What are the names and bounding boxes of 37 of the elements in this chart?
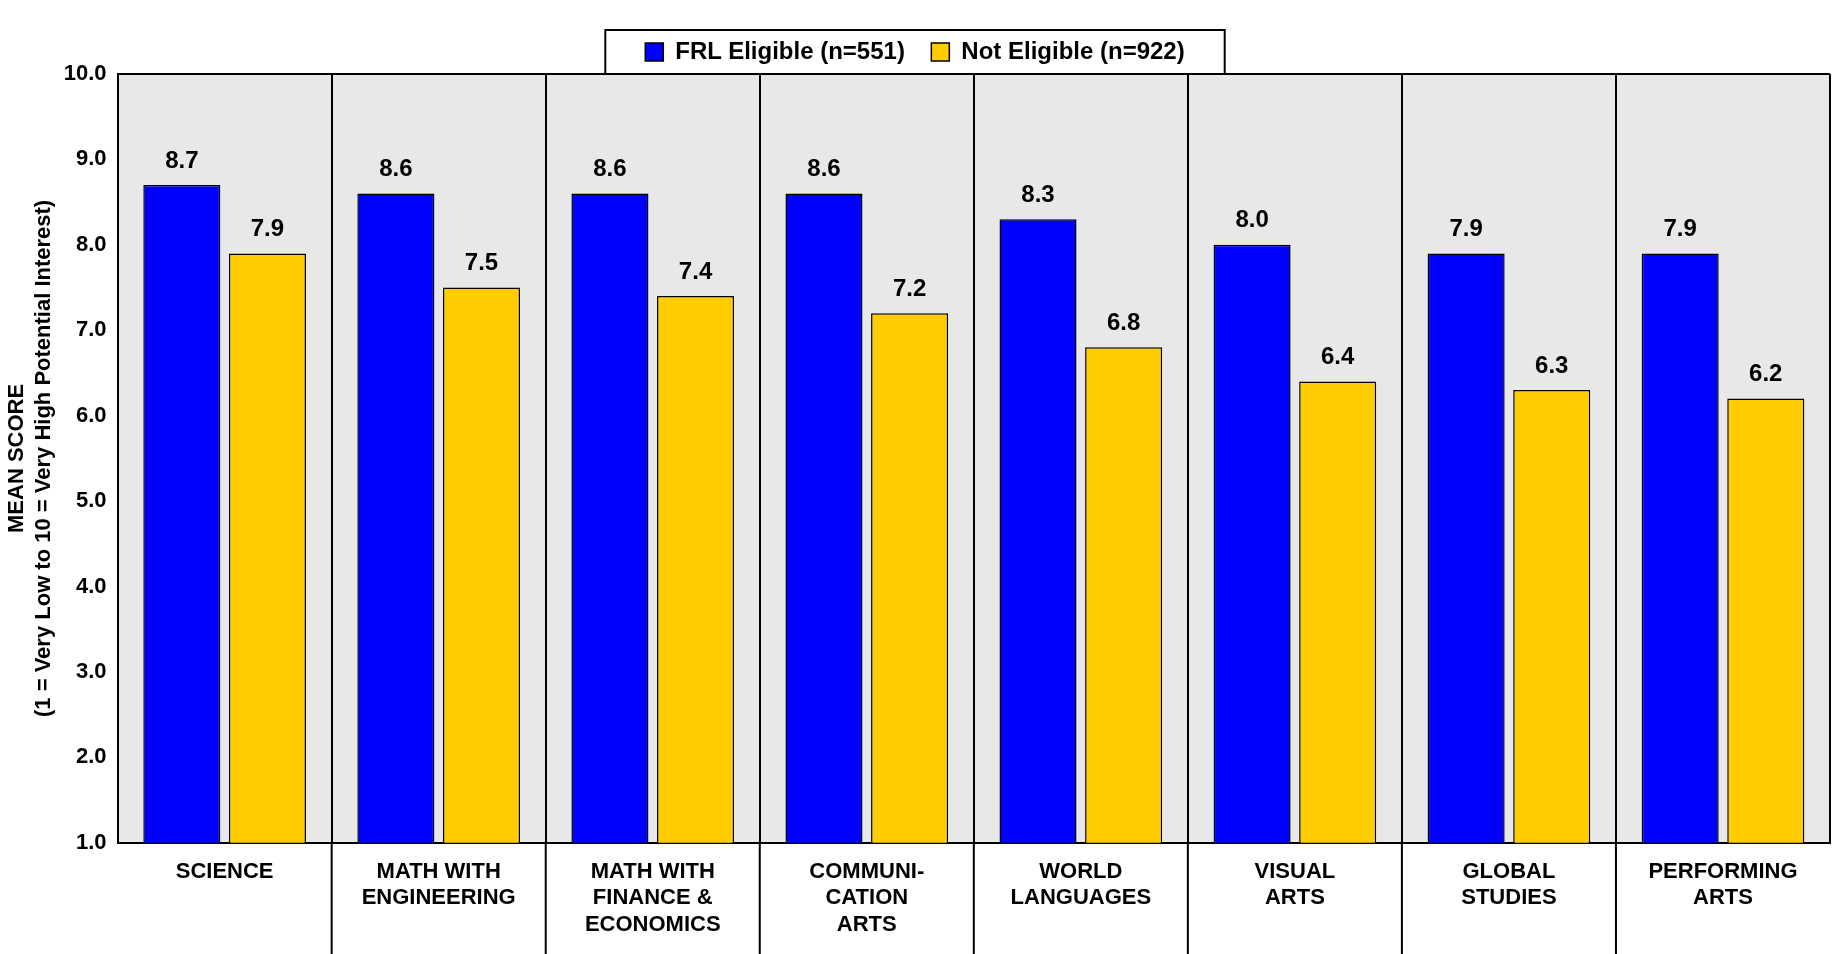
x-tick-label: GLOBAL STUDIES xyxy=(1461,858,1557,910)
y-tick-label: 7.0 xyxy=(76,316,107,342)
y-tick-label: 8.0 xyxy=(76,230,107,256)
x-tick-label: MATH WITH FINANCE & ECONOMICS xyxy=(584,858,721,936)
text: 7.2 xyxy=(892,273,927,301)
text: 8.6 xyxy=(807,154,841,182)
text: 7.5 xyxy=(464,248,499,276)
x-tick-label: VISUAL ARTS xyxy=(1254,858,1336,910)
y-tick-label: 2.0 xyxy=(76,743,107,769)
x-tick-label: SCIENCE xyxy=(175,858,274,884)
x-tick-label: PERFORMING ARTS xyxy=(1648,858,1798,910)
y-axis-title: MEAN SCORE (1 = Very Low to 10 = Very High Potential Interest) xyxy=(3,199,55,717)
text: 6.4 xyxy=(1321,342,1355,370)
y-tick-label: 3.0 xyxy=(76,658,107,684)
text: 8.3 xyxy=(1021,179,1055,207)
text: 8.6 xyxy=(379,154,413,182)
text: 6.3 xyxy=(1535,350,1569,378)
x-tick-label: WORLD LANGUAGES xyxy=(1010,858,1152,910)
x-tick-label: MATH WITH ENGINEERING xyxy=(361,858,516,910)
text: 8.6 xyxy=(593,154,627,182)
text: 7.9 xyxy=(1663,214,1697,242)
y-tick-label: 6.0 xyxy=(76,401,107,427)
y-tick-label: 4.0 xyxy=(76,572,107,598)
text: 7.9 xyxy=(1449,214,1483,242)
y-tick-label: 1.0 xyxy=(76,828,107,854)
legend-label: FRL Eligible (n=551) xyxy=(675,36,905,64)
y-tick-label: 10.0 xyxy=(63,60,107,86)
y-tick-label: 5.0 xyxy=(76,487,107,513)
y-tick-label: 9.0 xyxy=(76,145,107,171)
text: 8.7 xyxy=(165,145,199,173)
text: 7.9 xyxy=(250,214,285,242)
text: 6.8 xyxy=(1106,307,1141,335)
legend-label: Not Eligible (n=922) xyxy=(961,36,1185,64)
x-tick-label: COMMUNI- CATION ARTS xyxy=(809,858,925,936)
text: 8.0 xyxy=(1235,205,1269,233)
text: 6.2 xyxy=(1749,359,1783,387)
text: 7.4 xyxy=(678,256,713,284)
